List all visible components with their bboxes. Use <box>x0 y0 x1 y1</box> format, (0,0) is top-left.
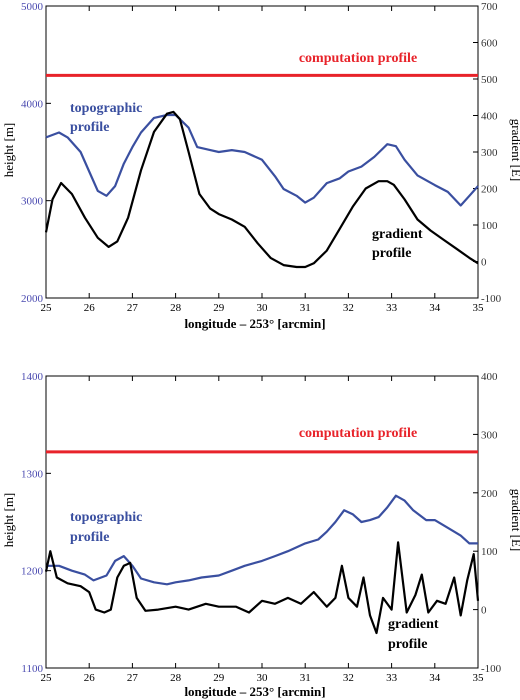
x-tick-label: 32 <box>343 302 354 314</box>
topographic-profile-label-line1: topographic <box>70 101 142 116</box>
x-tick-label: 29 <box>213 672 225 684</box>
y-right-tick-label: 0 <box>481 605 487 617</box>
chart-top: 25 26 27 28 29 30 31 32 33 34 35500040003000200070… <box>1 1 520 331</box>
x-tick-label: 26 <box>84 672 96 684</box>
y-left-tick-label: 1100 <box>21 663 43 675</box>
gradient-profile-label-line1: gradient <box>372 227 423 242</box>
x-tick-label: 35 <box>473 672 485 684</box>
gradient-profile-label-line2: profile <box>388 637 427 652</box>
topographic-profile-line <box>45 113 479 207</box>
x-tick-label: 33 <box>386 672 398 684</box>
y-right-tick-label: 200 <box>481 184 498 196</box>
y-right-tick-label: 100 <box>481 546 498 558</box>
y-left-tick-label: 1400 <box>21 371 44 383</box>
computation-profile-label: computation profile <box>299 426 417 441</box>
y-left-tick-label: 2000 <box>21 293 44 305</box>
gradient-profile-line <box>44 541 480 635</box>
y-axis-label-left: height [m] <box>1 123 16 178</box>
y-left-tick-label: 1300 <box>21 468 44 480</box>
y-right-tick-label: -100 <box>481 663 502 675</box>
y-left-tick-label: 1200 <box>21 566 44 578</box>
x-tick-label: 34 <box>429 672 441 684</box>
topographic-profile-label-line2: profile <box>70 530 109 545</box>
x-tick-label: 25 <box>41 672 53 684</box>
y-axis-label-left: height [m] <box>1 493 16 548</box>
topographic-profile-label-line2: profile <box>70 120 109 135</box>
x-axis-label: longitude – 253° [arcmin] <box>184 684 325 699</box>
y-axis-label-right: gradient [E] <box>509 119 520 181</box>
y-right-tick-label: -100 <box>481 293 502 305</box>
computation-profile-label: computation profile <box>299 51 417 66</box>
y-left-tick-label: 5000 <box>21 1 44 13</box>
x-tick-label: 35 <box>473 302 485 314</box>
y-right-tick-label: 400 <box>481 371 498 383</box>
x-tick-label: 27 <box>127 302 139 314</box>
x-tick-label: 31 <box>300 302 311 314</box>
plot-frame <box>45 5 479 299</box>
x-tick-label: 32 <box>343 672 354 684</box>
gradient-profile-label-line2: profile <box>372 246 411 261</box>
topographic-profile-line <box>46 494 478 586</box>
x-axis-label: longitude – 253° [arcmin] <box>184 316 325 331</box>
y-right-tick-label: 700 <box>481 1 498 13</box>
y-right-tick-label: 400 <box>481 111 498 123</box>
x-tick-label: 27 <box>127 672 139 684</box>
topographic-profile-label-line1: topographic <box>70 510 142 525</box>
gradient-profile-line <box>44 110 479 269</box>
x-tick-label: 28 <box>170 302 182 314</box>
x-tick-label: 30 <box>257 672 269 684</box>
y-right-tick-label: 300 <box>481 147 498 159</box>
y-axis-label-right: gradient [E] <box>509 489 520 551</box>
x-tick-label: 30 <box>257 302 269 314</box>
gradient-profile-label-line1: gradient <box>388 617 439 632</box>
y-right-tick-label: 300 <box>481 429 498 441</box>
y-left-tick-label: 4000 <box>21 98 44 110</box>
y-right-tick-label: 100 <box>481 220 498 232</box>
y-right-tick-label: 600 <box>481 38 498 50</box>
chart-bottom: 25 26 27 28 29 30 31 32 33 34 35 1400 1300 1200 1100 40… <box>1 371 520 699</box>
y-left-tick-label: 3000 <box>21 196 44 208</box>
x-tick-label: 29 <box>213 302 225 314</box>
x-tick-label: 25 <box>41 302 53 314</box>
y-right-tick-label: 0 <box>481 257 487 269</box>
x-tick-label: 33 <box>386 302 398 314</box>
x-tick-label: 31 <box>300 672 311 684</box>
x-tick-label: 26 <box>84 302 96 314</box>
y-right-tick-label: 500 <box>481 74 498 86</box>
x-tick-label: 34 <box>429 302 441 314</box>
y-right-tick-label: 200 <box>481 488 498 500</box>
x-tick-label: 28 <box>170 672 182 684</box>
